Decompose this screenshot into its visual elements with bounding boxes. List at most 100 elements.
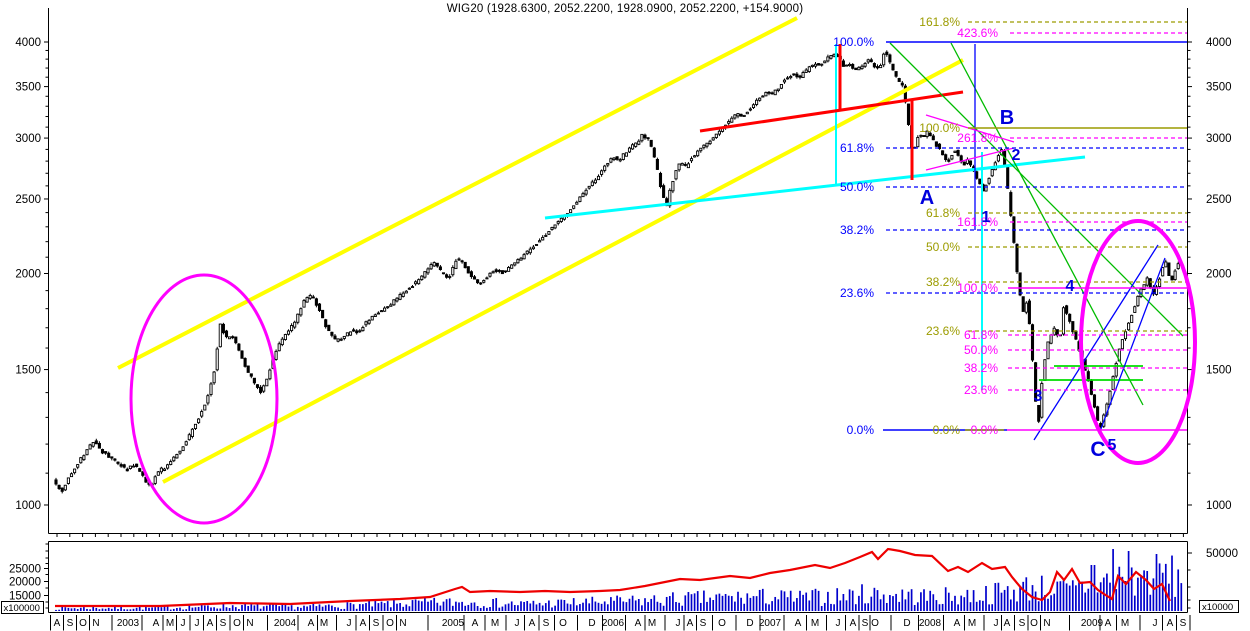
date-label: A (687, 618, 694, 629)
fib-label-olive-0.0%: 0.0% (933, 423, 961, 437)
date-label: A (153, 618, 160, 629)
date-label: A (850, 618, 857, 629)
wave-label-A: A (920, 187, 934, 209)
date-label: A (472, 618, 479, 629)
date-label: O (1030, 618, 1038, 629)
date-label: N (246, 618, 253, 629)
fib-label-olive-100.0%: 100.0% (919, 121, 960, 135)
date-label: A (529, 618, 536, 629)
date-label: 2006 (602, 618, 625, 629)
date-label: D (588, 618, 595, 629)
chart-title: WIG20 (1928.6300, 2052.2200, 1928.0900, … (446, 3, 804, 15)
date-label: A (954, 618, 961, 629)
volume-ma-line (55, 547, 1171, 608)
date-label: A (1167, 618, 1174, 629)
fib-label-olive-38.2%: 38.2% (926, 275, 960, 289)
fib-label-blue-100.0%: 100.0% (833, 35, 874, 49)
date-label: A (54, 618, 61, 629)
fib-label-blue-50.0%: 50.0% (840, 180, 874, 194)
price-axis: 4000 4000 3500 3500 3000 3000 2500 2500 2000 2000… (15, 37, 1231, 512)
date-label: M (166, 618, 174, 629)
fib-label-olive-61.8%: 61.8% (926, 206, 960, 220)
fib-label-magenta-38.2%: 38.2% (964, 361, 998, 375)
date-label: O (871, 618, 879, 629)
fib-label-blue-38.2%: 38.2% (840, 223, 874, 237)
price-label-left: 3500 (15, 82, 41, 94)
price-label-right: 1500 (1206, 365, 1232, 377)
date-label: J (1153, 618, 1158, 629)
fib-label-magenta-261.8%: 261.8% (957, 131, 998, 145)
date-label: M (320, 618, 328, 629)
date-label: O (233, 618, 241, 629)
green-fan-steep (950, 42, 1144, 406)
price-label-left: 3000 (15, 133, 41, 145)
date-label: A (360, 618, 367, 629)
fib-label-blue-61.8%: 61.8% (840, 141, 874, 155)
date-label: 2003 (117, 618, 140, 629)
date-label: J (994, 618, 999, 629)
wave-label-5: 5 (1108, 437, 1117, 454)
price-label-right: 3000 (1206, 133, 1232, 145)
date-label: O (386, 618, 394, 629)
price-label-right: 1000 (1206, 500, 1232, 512)
date-label: M (968, 618, 976, 629)
volume-label-left: 15000 (9, 591, 41, 603)
volume-bars (55, 549, 1183, 611)
date-label: 2005 (442, 618, 465, 629)
date-label: A (1105, 618, 1112, 629)
wave-label-2: 2 (1012, 147, 1021, 164)
date-label: A (795, 618, 802, 629)
date-label: N (92, 618, 99, 629)
axis-unit-boxes: x100000 x10000 (1, 600, 1239, 614)
wave-label-1: 1 (982, 209, 991, 226)
date-label: M (1121, 618, 1129, 629)
date-label: J (676, 618, 681, 629)
date-label: O (718, 618, 726, 629)
date-label: O (79, 618, 87, 629)
date-label: J (195, 618, 200, 629)
date-label: S (1180, 618, 1187, 629)
date-label: 2004 (274, 618, 297, 629)
price-label-left: 1000 (15, 500, 41, 512)
fib-label-magenta-423.6%: 423.6% (957, 26, 998, 40)
date-label: N (399, 618, 406, 629)
volume-unit-right: x10000 (1202, 602, 1233, 613)
fib-label-magenta-23.6%: 23.6% (964, 383, 998, 397)
pane-borders (48, 8, 1188, 613)
magenta-triangle-lower (925, 147, 1015, 171)
date-label: S (543, 618, 550, 629)
price-label-right: 3500 (1206, 82, 1232, 94)
fib-label-magenta-100.0%: 100.0% (957, 281, 998, 295)
date-label: S (220, 618, 227, 629)
date-label: A (1004, 618, 1011, 629)
date-label: S (373, 618, 380, 629)
price-label-left: 2500 (15, 194, 41, 206)
green-fan-shallow (889, 42, 1184, 337)
fib-label-magenta-0.0%: 0.0% (971, 423, 999, 437)
date-label: J (836, 618, 841, 629)
wave-label-4: 4 (1066, 278, 1075, 295)
volume-label-left: 25000 (9, 564, 41, 576)
fib-label-olive-23.6%: 23.6% (926, 324, 960, 338)
ellipse-right (1079, 219, 1197, 465)
date-label: S (67, 618, 74, 629)
date-label: D (903, 618, 910, 629)
fibonacci-retracements: 100.0% 61.8% 50.0% 38.2% 23.6% 0.0% 1 61.8% 100.… (833, 15, 1187, 437)
date-label: A (207, 618, 214, 629)
price-label-left: 4000 (15, 37, 41, 49)
fib-label-olive-50.0%: 50.0% (926, 240, 960, 254)
date-label: A (635, 618, 642, 629)
date-label: M (648, 618, 656, 629)
price-label-right: 2000 (1206, 268, 1232, 280)
price-label-left: 2000 (15, 268, 41, 280)
date-label: M (491, 618, 499, 629)
date-label: M (811, 618, 819, 629)
blue-channel-left (1033, 244, 1159, 441)
date-label: 2008 (919, 618, 942, 629)
date-label: J (347, 618, 352, 629)
date-label: S (862, 618, 869, 629)
date-axis-labels: A S O N 2003 A M J J A S O N 2004 A M J A S O N 2005 A M J A S O D 20… (50, 615, 1191, 631)
date-label: 2009 (1081, 618, 1104, 629)
red-trendline (699, 90, 964, 133)
